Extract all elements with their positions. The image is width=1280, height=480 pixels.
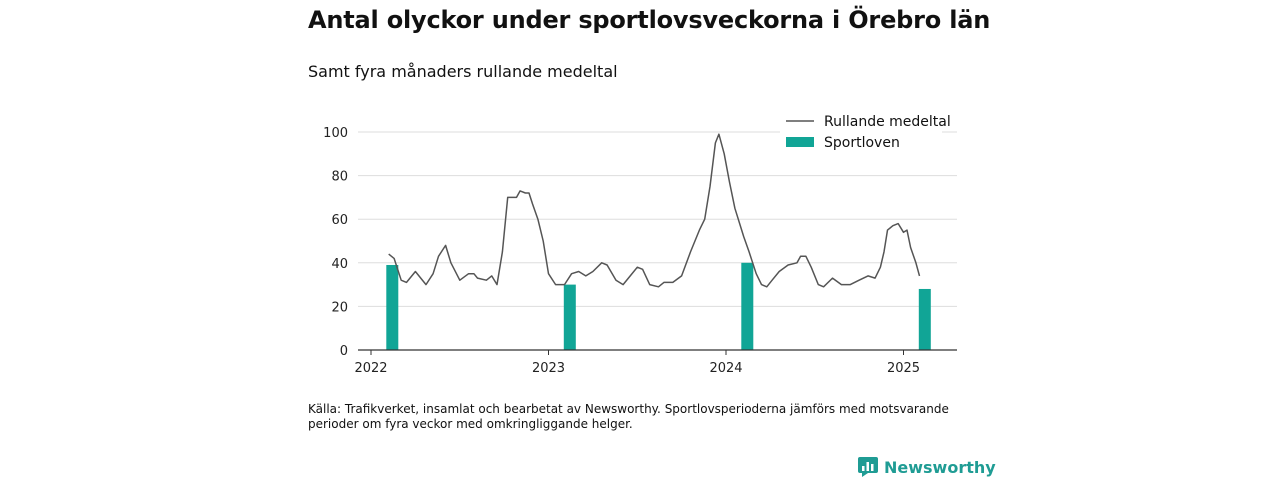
x-tick-label: 2024: [709, 361, 742, 376]
y-tick-label: 80: [331, 170, 348, 185]
bar: [741, 262, 754, 350]
y-tick-label: 100: [323, 126, 348, 141]
y-tick-label: 0: [340, 344, 348, 359]
chart-title: Antal olyckor under sportlovsveckorna i …: [308, 6, 991, 34]
rolling-average-line: [388, 133, 921, 288]
y-tick-label: 40: [331, 257, 348, 272]
source-note: Källa: Trafikverket, insamlat och bearbe…: [308, 402, 949, 431]
gridlines: [358, 131, 957, 307]
brand-name: Newsworthy: [884, 457, 996, 477]
y-tick-label: 60: [331, 213, 348, 228]
legend-label-bar: Sportloven: [824, 135, 900, 151]
y-tick-label: 20: [331, 300, 348, 315]
chart-subtitle: Samt fyra månaders rullande medeltal: [308, 62, 618, 81]
newsworthy-logo-icon: [858, 457, 878, 477]
x-tick-label: 2022: [354, 361, 387, 376]
legend: Rullande medeltal Sportloven: [780, 108, 951, 152]
line-series: [388, 133, 921, 288]
bar: [386, 264, 399, 350]
axes: 0 20 40 60 80 100 2022 2023 2024 2025: [323, 126, 957, 376]
brand-logo[interactable]: Newsworthy: [858, 457, 996, 477]
legend-bar-swatch: [786, 137, 814, 147]
bar: [563, 284, 576, 350]
bar-series: [386, 262, 931, 350]
x-tick-label: 2023: [532, 361, 565, 376]
bar: [918, 288, 931, 350]
legend-label-line: Rullande medeltal: [824, 114, 951, 130]
x-tick-label: 2025: [887, 361, 920, 376]
chart-plot: 0 20 40 60 80 100 2022 2023 2024 2025 Rullande me…: [323, 108, 957, 376]
